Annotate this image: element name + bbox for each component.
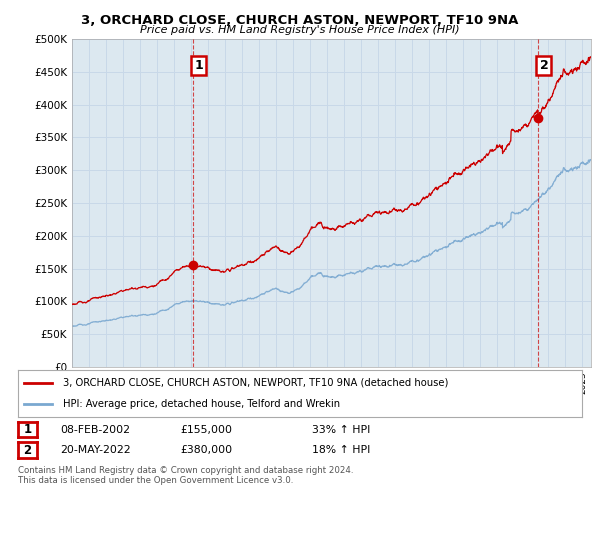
Text: Contains HM Land Registry data © Crown copyright and database right 2024.
This d: Contains HM Land Registry data © Crown c… (18, 466, 353, 486)
Text: £155,000: £155,000 (180, 424, 232, 435)
Text: £380,000: £380,000 (180, 445, 232, 455)
Text: 3, ORCHARD CLOSE, CHURCH ASTON, NEWPORT, TF10 9NA (detached house): 3, ORCHARD CLOSE, CHURCH ASTON, NEWPORT,… (63, 378, 448, 388)
Text: 08-FEB-2002: 08-FEB-2002 (60, 424, 130, 435)
Text: 3, ORCHARD CLOSE, CHURCH ASTON, NEWPORT, TF10 9NA: 3, ORCHARD CLOSE, CHURCH ASTON, NEWPORT,… (82, 14, 518, 27)
Text: Price paid vs. HM Land Registry's House Price Index (HPI): Price paid vs. HM Land Registry's House … (140, 25, 460, 35)
Text: 1: 1 (23, 423, 32, 436)
Text: 33% ↑ HPI: 33% ↑ HPI (312, 424, 370, 435)
Text: HPI: Average price, detached house, Telford and Wrekin: HPI: Average price, detached house, Telf… (63, 399, 340, 409)
Text: 2: 2 (23, 444, 32, 457)
Text: 20-MAY-2022: 20-MAY-2022 (60, 445, 131, 455)
Text: 1: 1 (194, 59, 203, 72)
Text: 18% ↑ HPI: 18% ↑ HPI (312, 445, 370, 455)
Text: 2: 2 (539, 59, 548, 72)
